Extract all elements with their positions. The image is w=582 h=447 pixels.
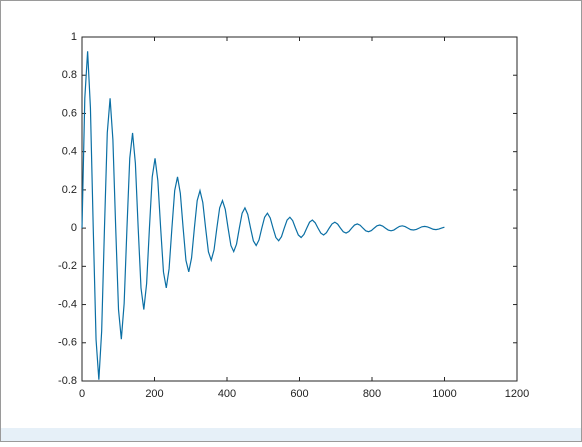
data-line	[81, 51, 445, 380]
y-tick-label: -0.2	[58, 260, 77, 272]
x-tick-label: 200	[145, 388, 163, 400]
bottom-strip	[1, 428, 581, 441]
y-tick-label: -0.8	[58, 375, 77, 387]
y-tick-label: 0	[71, 222, 77, 234]
x-tick-label: 1200	[505, 388, 529, 400]
plot-box	[81, 36, 518, 382]
y-tick-label: 1	[71, 31, 77, 43]
x-tick-label: 1000	[432, 388, 456, 400]
y-tick-label: -0.6	[58, 337, 77, 349]
y-tick-label: 0.8	[62, 69, 77, 81]
x-tick-label: 600	[290, 388, 308, 400]
y-tick-label: 0.4	[62, 146, 77, 158]
x-tick-label: 0	[79, 388, 85, 400]
x-tick-label: 800	[363, 388, 381, 400]
x-tick-label: 400	[218, 388, 236, 400]
y-tick-label: 0.2	[62, 184, 77, 196]
y-tick-label: 0.6	[62, 107, 77, 119]
y-tick-label: -0.4	[58, 298, 77, 310]
